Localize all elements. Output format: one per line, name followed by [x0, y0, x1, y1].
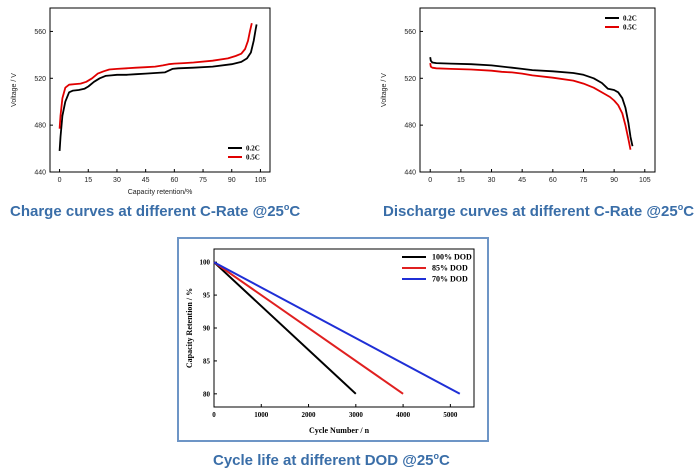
charge-caption: Charge curves at different C-Rate @25oC [10, 202, 301, 220]
cycle-life-frame [177, 237, 489, 442]
charge-series-05c [58, 22, 253, 129]
discharge-x-tick-label: 75 [580, 177, 588, 184]
discharge-y-tick-label: 440 [404, 170, 416, 177]
discharge-x-tick-label: 15 [457, 177, 465, 184]
discharge-caption: Discharge curves at different C-Rate @25… [383, 202, 695, 220]
cycle-caption: Cycle life at different DOD @25oC [213, 451, 450, 469]
discharge-x-tick-label: 30 [488, 177, 496, 184]
charge-x-tick-label: 15 [84, 177, 92, 184]
discharge-series-02c [429, 57, 634, 147]
charge-y-tick-label: 480 [34, 123, 46, 130]
discharge-plot-frame [419, 7, 656, 173]
discharge-x-tick-label: 90 [610, 177, 618, 184]
discharge-legend-label: 0.2C [623, 15, 637, 23]
discharge-x-tick-label: 105 [639, 177, 651, 184]
charge-x-tick-label: 105 [255, 177, 267, 184]
discharge-y-tick-label: 520 [404, 76, 416, 83]
discharge-x-tick-label: 60 [549, 177, 557, 184]
discharge-x-tick-label: 45 [518, 177, 526, 184]
charge-y-axis-title: Voltage / V [11, 73, 18, 107]
charge-plot-frame [49, 7, 271, 173]
charge-legend-label: 0.2C [246, 145, 260, 153]
charge-x-tick-label: 0 [58, 177, 62, 184]
discharge-y-tick-label: 480 [404, 123, 416, 130]
charge-x-tick-label: 60 [170, 177, 178, 184]
discharge-x-tick-label: 0 [428, 177, 432, 184]
charge-y-tick-label: 440 [34, 170, 46, 177]
charge-y-tick-label: 560 [34, 29, 46, 36]
charge-x-axis-title: Capacity retention/% [128, 189, 193, 196]
charge-y-tick-label: 520 [34, 76, 46, 83]
charge-legend-label: 0.5C [246, 154, 260, 162]
discharge-y-tick-label: 560 [404, 29, 416, 36]
discharge-legend-label: 0.5C [623, 24, 637, 32]
charge-x-tick-label: 30 [113, 177, 121, 184]
charge-series-02c [58, 24, 258, 151]
charge-x-tick-label: 75 [199, 177, 207, 184]
charge-x-tick-label: 45 [142, 177, 150, 184]
discharge-series-05c [429, 62, 632, 150]
charge-x-tick-label: 90 [228, 177, 236, 184]
discharge-y-axis-title: Voltage / V [381, 73, 388, 107]
